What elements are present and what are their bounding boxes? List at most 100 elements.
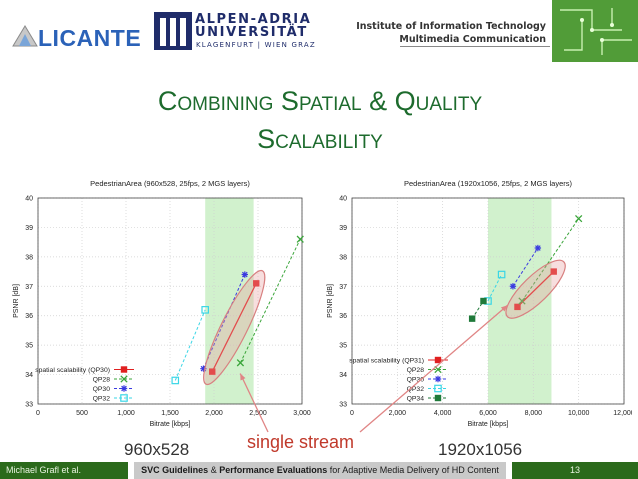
slide-footer: Michael Grafl et al. SVC Guidelines & Pe… — [0, 462, 638, 479]
page-number: 13 — [512, 462, 638, 479]
data-point — [200, 365, 207, 372]
series-qp34 — [468, 297, 487, 322]
data-point — [514, 303, 521, 311]
legend-label: QP30 — [93, 386, 111, 393]
legend-marker — [120, 366, 128, 373]
legend-marker — [434, 375, 442, 383]
data-point — [253, 280, 260, 287]
resolution-label-right: 1920x1056 — [438, 440, 523, 459]
aau-name: ALPEN-ADRIA UNIVERSITÄT — [195, 13, 311, 39]
data-point — [209, 368, 216, 375]
x-tick-label: 2,000 — [389, 410, 407, 417]
legend-label: QP28 — [407, 367, 425, 374]
x-tick-label: 3,000 — [293, 410, 311, 417]
data-point — [497, 270, 506, 279]
slide-title-line2: Scalability — [257, 124, 383, 154]
x-tick-label: 10,000 — [568, 410, 590, 417]
chart-title: PedestrianArea (960x528, 25fps, 2 MGS la… — [90, 179, 250, 188]
footer-author: Michael Grafl et al. — [0, 462, 128, 479]
x-tick-label: 1,500 — [161, 410, 179, 417]
y-tick-label: 40 — [25, 196, 33, 203]
data-point — [171, 376, 180, 385]
y-axis-label: PSNR [dB] — [13, 284, 20, 318]
aau-logo-icon — [154, 12, 192, 50]
legend-label: spatial scalability (QP30) — [35, 367, 110, 374]
legend: spatial scalability (QP30) QP28 QP30 QP32 — [35, 366, 134, 403]
x-tick-label: 12,000 — [613, 410, 632, 417]
legend-label: QP34 — [407, 396, 425, 403]
y-tick-label: 34 — [25, 372, 33, 379]
footer-gap — [128, 462, 134, 479]
single-stream-label: single stream — [247, 432, 355, 452]
legend-label: QP32 — [407, 386, 425, 393]
footer-title-rest: for Adaptive Media Delivery of HD Conten… — [327, 465, 499, 475]
legend: spatial scalability (QP31) QP28 QP30 QP32 QP… — [349, 356, 448, 403]
aau-subtitle: KLAGENFURT | WIEN GRAZ — [196, 41, 316, 49]
x-tick-label: 8,000 — [525, 410, 543, 417]
x-tick-label: 0 — [36, 410, 40, 417]
legend-marker — [434, 394, 442, 402]
data-point — [241, 271, 248, 278]
series-line — [174, 309, 206, 381]
x-tick-label: 500 — [76, 410, 88, 417]
slide-title-line1: Combining Spatial & Quality — [157, 86, 483, 116]
x-axis-label: Bitrate [kbps] — [150, 421, 191, 428]
data-point — [534, 244, 542, 252]
licante-logo-icon — [12, 25, 38, 47]
footer-title-amp: & — [208, 465, 220, 475]
x-tick-label: 0 — [350, 410, 354, 417]
resolution-label-left: 960x528 — [124, 440, 190, 459]
institute-line1: Institute of Information Technology — [356, 21, 546, 32]
chart-960x528: PedestrianArea (960x528, 25fps, 2 MGS la… — [13, 179, 311, 428]
footer-title: SVC Guidelines & Performance Evaluations… — [134, 462, 506, 479]
slide-title: Combining Spatial & Quality Scalability — [60, 82, 580, 158]
footer-title-bold2: Performance Evaluations — [219, 465, 328, 475]
aau-name-line1: ALPEN-ADRIA — [195, 12, 312, 27]
y-tick-label: 36 — [339, 313, 347, 320]
y-tick-label: 38 — [25, 254, 33, 261]
legend-label: QP30 — [407, 377, 425, 384]
data-point — [468, 315, 476, 322]
x-tick-label: 1,000 — [117, 410, 135, 417]
legend-marker — [120, 385, 128, 392]
aau-name-line2: UNIVERSITÄT — [195, 25, 308, 40]
y-tick-label: 37 — [339, 284, 347, 291]
x-tick-label: 2,000 — [205, 410, 223, 417]
data-point — [296, 235, 304, 243]
header-divider — [400, 46, 550, 47]
highlight-band — [488, 198, 552, 404]
y-tick-label: 35 — [339, 343, 347, 350]
institute-name: Institute of Information Technology Mult… — [356, 20, 546, 46]
data-point — [575, 214, 583, 223]
x-axis-label: Bitrate [kbps] — [468, 421, 509, 428]
licante-wordmark: LICANTE — [38, 25, 142, 51]
y-tick-label: 35 — [25, 343, 33, 350]
y-tick-label: 40 — [339, 196, 347, 203]
series-qp32 — [171, 306, 210, 385]
y-tick-label: 38 — [339, 254, 347, 261]
slide-header: LICANTE ALPEN-ADRIA UNIVERSITÄT KLAGENFU… — [0, 0, 638, 62]
footer-gap2 — [506, 462, 512, 479]
y-tick-label: 39 — [25, 225, 33, 232]
circuit-decoration-icon — [552, 0, 638, 62]
x-tick-label: 6,000 — [479, 410, 497, 417]
legend-marker — [434, 356, 442, 364]
y-tick-label: 33 — [25, 402, 33, 409]
y-tick-label: 37 — [25, 284, 33, 291]
data-point — [509, 283, 517, 290]
x-tick-label: 4,000 — [434, 410, 452, 417]
legend-label: QP28 — [93, 377, 111, 384]
plot-frame — [37, 197, 303, 405]
legend-marker — [120, 375, 128, 383]
y-tick-label: 36 — [25, 313, 33, 320]
chart-1920x1056: PedestrianArea (1920x1056, 25fps, 2 MGS … — [327, 179, 632, 428]
chart-title: PedestrianArea (1920x1056, 25fps, 2 MGS … — [404, 179, 573, 188]
institute-line2: Multimedia Communication — [399, 34, 546, 45]
footer-title-bold1: SVC Guidelines — [141, 465, 209, 475]
legend-label: QP32 — [93, 396, 111, 403]
data-point — [480, 297, 487, 305]
y-tick-label: 34 — [339, 372, 347, 379]
y-tick-label: 33 — [339, 402, 347, 409]
legend-marker — [120, 394, 128, 402]
x-tick-label: 2,500 — [249, 410, 267, 417]
